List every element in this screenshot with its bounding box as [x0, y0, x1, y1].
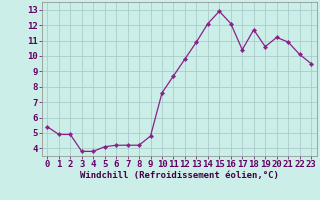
X-axis label: Windchill (Refroidissement éolien,°C): Windchill (Refroidissement éolien,°C): [80, 171, 279, 180]
